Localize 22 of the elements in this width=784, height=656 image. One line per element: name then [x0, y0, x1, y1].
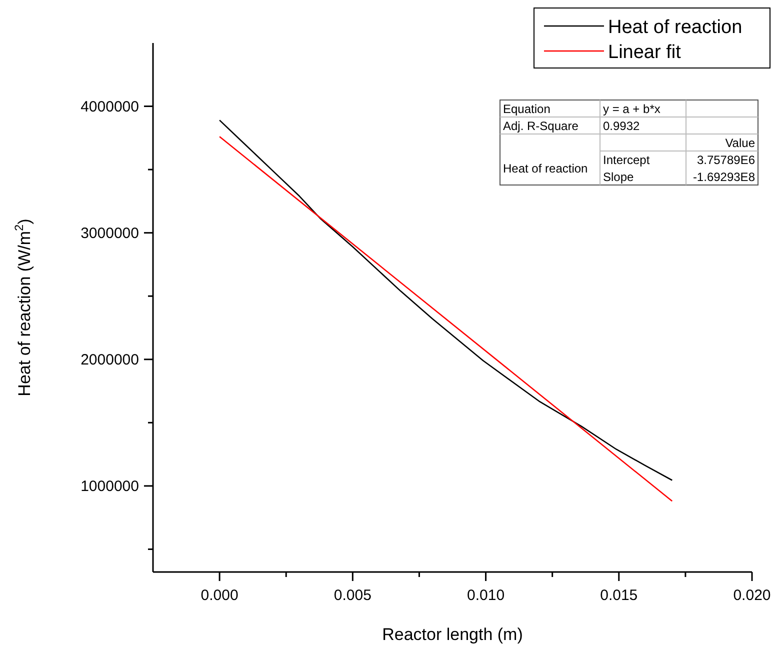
annotation: 3.75789E6 — [696, 153, 756, 167]
annotation: -1.69293E8 — [692, 170, 756, 184]
x-tick-label: 0.020 — [733, 587, 771, 604]
y-tick-label: 3000000 — [80, 224, 139, 242]
legend-label: Heat of reaction — [608, 17, 742, 38]
y-tick-label: 2000000 — [80, 351, 139, 368]
annotation: y = a + b*x — [603, 102, 660, 116]
x-tick-label: 0.000 — [200, 587, 238, 604]
annotation: Adj. R-Square — [503, 119, 579, 133]
annotation: Value — [725, 136, 756, 150]
x-axis-title: Reactor length (m) — [382, 625, 523, 644]
annotation: 0.9932 — [603, 119, 640, 133]
annotation: Heat of reaction — [503, 162, 588, 176]
annotation: Intercept — [603, 153, 650, 167]
annotation: Slope — [603, 170, 634, 184]
y-tick-label: 4000000 — [80, 98, 139, 116]
x-tick-label: 0.010 — [467, 587, 505, 604]
x-tick-label: 0.005 — [334, 587, 372, 604]
x-tick-label: 0.015 — [600, 587, 638, 604]
legend-label: Linear fit — [608, 42, 682, 63]
y-tick-label: 1000000 — [80, 478, 139, 495]
annotation: Equation — [503, 102, 550, 116]
